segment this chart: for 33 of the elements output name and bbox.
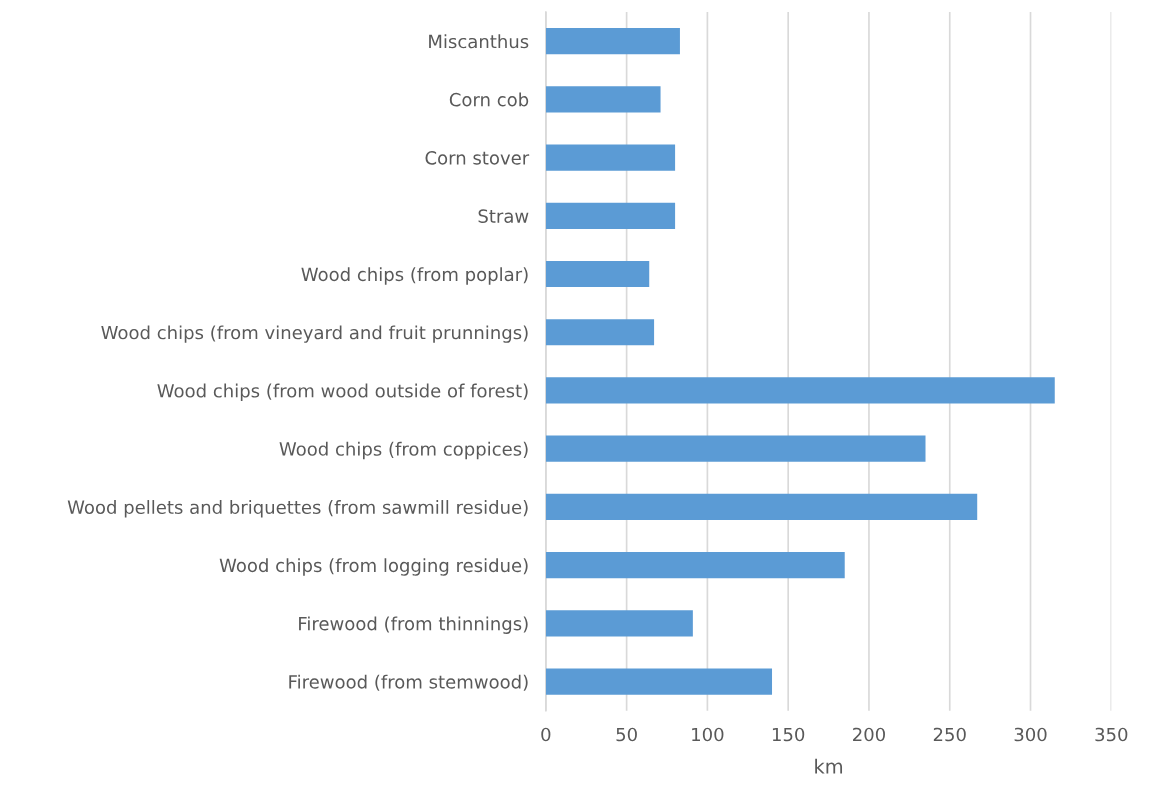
x-tick-label: 250 bbox=[933, 727, 966, 742]
x-axis-title: km bbox=[815, 758, 843, 774]
y-tick-label: Wood chips (from wood outside of forest) bbox=[157, 383, 528, 402]
bar bbox=[545, 435, 926, 462]
y-tick-label: Corn stover bbox=[425, 151, 530, 165]
x-tick-label: 300 bbox=[1014, 727, 1047, 742]
y-tick-label: Wood pellets and briquettes (from sawmill residue) bbox=[67, 500, 528, 518]
y-tick-label: Miscanthus bbox=[429, 34, 529, 49]
y-tick-label: Corn cob bbox=[449, 92, 529, 107]
y-tick-label: Firewood (from thinnings) bbox=[299, 616, 528, 634]
x-tick-label: 0 bbox=[541, 727, 551, 742]
y-tick-label: Wood chips (from coppices) bbox=[279, 441, 528, 460]
y-tick-label: Straw bbox=[478, 209, 529, 223]
bar bbox=[545, 28, 680, 55]
bar bbox=[545, 493, 978, 520]
bar bbox=[545, 144, 676, 171]
bar bbox=[545, 610, 693, 637]
x-tick-label: 200 bbox=[853, 727, 885, 742]
x-tick-label: 150 bbox=[772, 727, 805, 742]
bar bbox=[545, 668, 773, 695]
x-tick-label: 100 bbox=[692, 727, 724, 742]
bar bbox=[545, 377, 1055, 404]
y-tick-label: Wood chips (from vineyard and fruit prunnings) bbox=[101, 325, 528, 343]
bar bbox=[545, 202, 676, 229]
bar bbox=[545, 552, 845, 579]
bar bbox=[545, 86, 661, 113]
bar bbox=[545, 319, 655, 346]
x-tick-label: 50 bbox=[616, 727, 637, 742]
y-tick-label: Wood chips (from poplar) bbox=[301, 267, 528, 285]
x-tick-label: 350 bbox=[1095, 727, 1128, 742]
y-tick-label: Firewood (from stemwood) bbox=[289, 674, 528, 691]
y-tick-label: Wood chips (from logging residue) bbox=[219, 558, 528, 576]
bar bbox=[545, 260, 650, 288]
